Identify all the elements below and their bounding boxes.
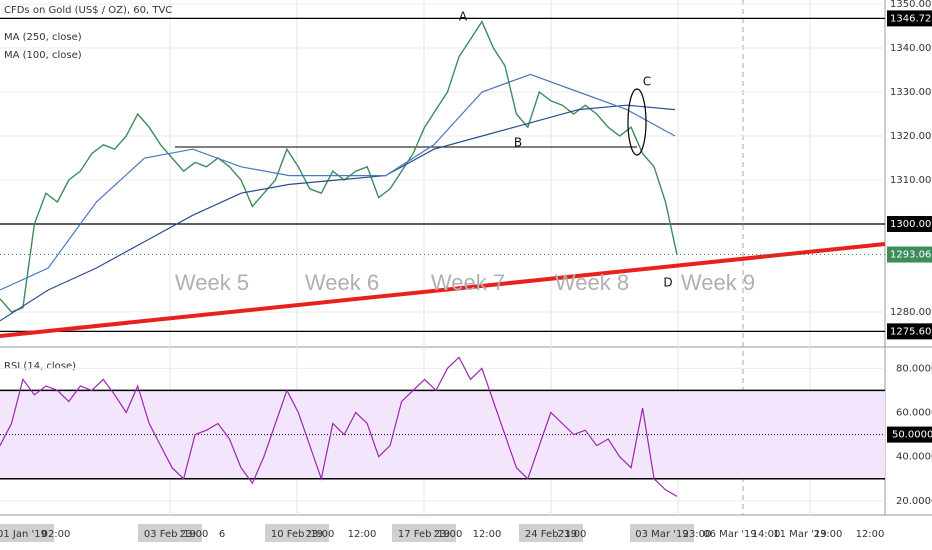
time-label: 01 Jan '19 xyxy=(0,529,47,540)
time-label: 17 Feb '19 xyxy=(398,529,450,540)
level-box xyxy=(887,323,932,340)
rsi-tick-label: 60.0000 xyxy=(896,408,932,419)
week-label: Week 7 xyxy=(431,270,505,295)
point-annotation: A xyxy=(459,10,468,24)
time-label: 03 Feb '19 xyxy=(144,529,196,540)
price-tick-label: 1280.00 xyxy=(890,307,931,318)
series-line xyxy=(0,73,676,291)
time-label: 10 Feb '19 xyxy=(271,529,323,540)
week-label: Week 5 xyxy=(175,270,249,295)
time-label: 14:00 xyxy=(752,529,781,540)
time-box xyxy=(519,524,583,542)
rsi-tick-label: 20.0000 xyxy=(896,496,932,507)
last-price-label: 1293.06 xyxy=(890,250,931,261)
price-tick-label: 1350.00 xyxy=(890,0,931,10)
week-label: Week 6 xyxy=(305,270,379,295)
time-label: 03 Mar '19 xyxy=(635,529,688,540)
ma-legend: MA (100, close) xyxy=(4,50,82,61)
time-label: 11 Mar '19 xyxy=(773,529,826,540)
price-tick-label: 1310.00 xyxy=(890,175,931,186)
time-label: 23:00 xyxy=(434,529,463,540)
point-annotation: D xyxy=(663,276,672,290)
time-box xyxy=(138,524,202,542)
week-label: Week 9 xyxy=(681,270,755,295)
series-line xyxy=(0,104,676,322)
time-label: 23:00 xyxy=(558,529,587,540)
trend-line xyxy=(0,242,886,338)
chart-title: CFDs on Gold (US$ / OZ), 60, TVC xyxy=(4,5,172,16)
rsi-tick-label: 80.0000 xyxy=(896,363,932,374)
highlight-ellipse xyxy=(627,88,647,156)
price-tick-label: 1330.00 xyxy=(890,87,931,98)
time-box xyxy=(265,524,329,542)
time-label: 6 xyxy=(219,529,225,540)
level-box xyxy=(887,10,932,27)
series-line xyxy=(0,356,678,497)
time-box xyxy=(630,524,694,542)
rsi-mid-label: 50.0000 xyxy=(892,430,932,441)
time-box xyxy=(0,524,54,542)
price-tick-label: 1340.00 xyxy=(890,43,931,54)
time-label: 12:00 xyxy=(473,529,502,540)
ma-legend: MA (250, close) xyxy=(4,32,82,43)
week-label: Week 8 xyxy=(555,270,629,295)
time-label: 02:00 xyxy=(42,529,71,540)
time-label: 12:00 xyxy=(348,529,377,540)
time-box xyxy=(392,524,456,542)
time-label: 23:00 xyxy=(814,529,843,540)
point-annotation: C xyxy=(643,75,651,89)
price-tick-label: 1320.00 xyxy=(890,131,931,142)
level-box xyxy=(887,215,932,232)
time-label: 12:00 xyxy=(856,529,885,540)
level-label: 1275.60 xyxy=(890,326,931,337)
rsi-tick-label: 40.0000 xyxy=(896,452,932,463)
point-annotation: B xyxy=(514,136,522,150)
rsi-mid-box xyxy=(887,426,932,443)
time-label: 06 Mar '19 xyxy=(703,529,756,540)
last-price-box xyxy=(887,246,932,263)
time-label: 23:00 xyxy=(306,529,335,540)
time-label: 23:00 xyxy=(683,529,712,540)
level-label: 1300.00 xyxy=(890,219,931,230)
time-label: 24 Feb '19 xyxy=(525,529,577,540)
rsi-legend: RSI (14, close) xyxy=(4,361,76,372)
level-label: 1346.72 xyxy=(890,13,931,24)
time-label: 23:00 xyxy=(180,529,209,540)
